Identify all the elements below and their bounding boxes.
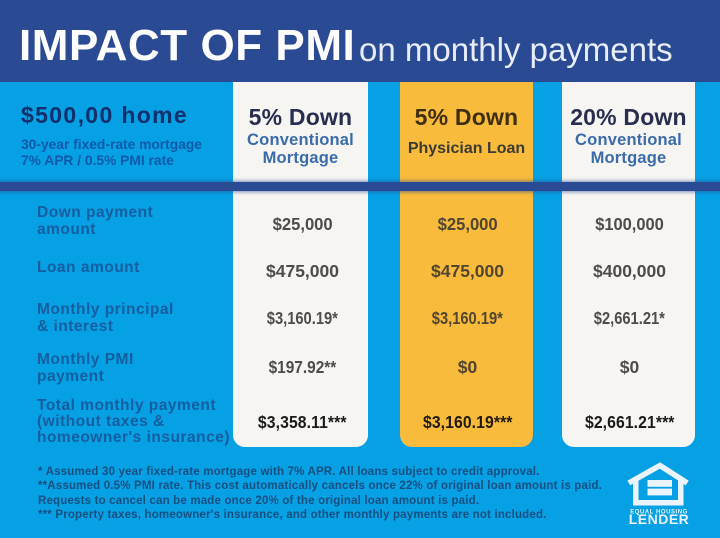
svg-text:EQUAL HOUSING: EQUAL HOUSING bbox=[630, 510, 688, 516]
svg-text:LENDER: LENDER bbox=[629, 511, 690, 527]
